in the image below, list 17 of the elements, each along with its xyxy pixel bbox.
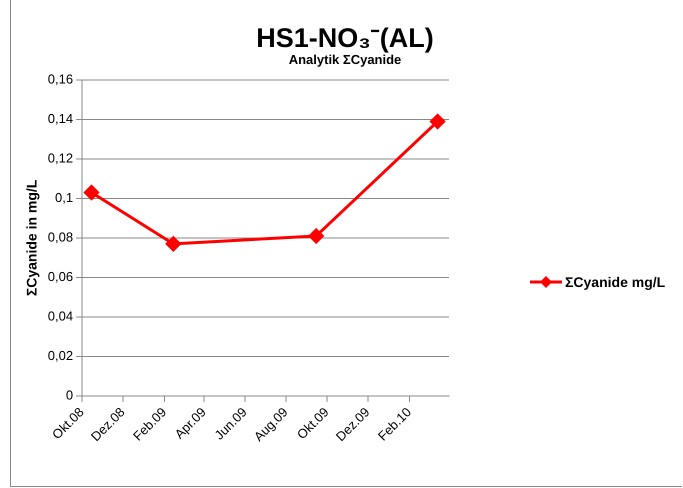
y-tick-label: 0,04 [48, 308, 74, 324]
point [166, 236, 181, 252]
y-tick-label: 0,1 [55, 190, 74, 206]
chart-title: HS1-NO₃⁻(AL) [255, 22, 435, 54]
chart-subtitle: Analytik ΣCyanide [288, 52, 402, 67]
point [84, 185, 99, 200]
y-axis-title: ΣCyanide in mg/L [23, 179, 40, 296]
point [308, 228, 324, 244]
y-tick-label: 0,16 [48, 72, 74, 87]
legend-label: ΣCyanide mg/L [565, 274, 666, 290]
y-tick-label: 0,02 [48, 348, 74, 363]
y-tick-label: 0,08 [48, 229, 74, 244]
y-tick-label: 0,06 [48, 268, 74, 284]
y-tick-label: 0 [66, 387, 74, 402]
y-tick-label: 0,14 [48, 111, 74, 126]
y-tick-label: 0,12 [48, 150, 74, 166]
point [430, 114, 446, 129]
